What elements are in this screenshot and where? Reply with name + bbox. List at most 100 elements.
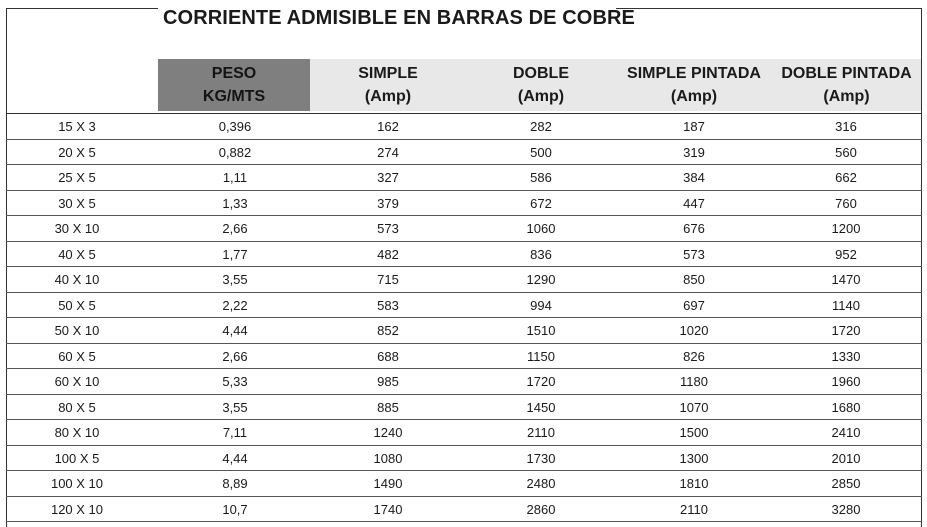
cell-size: 80 X 5 <box>58 399 96 415</box>
title-background <box>158 6 616 12</box>
header-peso-line1: PESO <box>211 65 257 82</box>
cell-peso: 3,55 <box>222 399 248 415</box>
cell-size: 100 X 5 <box>54 450 100 466</box>
table-row: 20 X 5 0,882 274 500 319 560 <box>6 140 922 165</box>
cell-simple-pintada: 187 <box>683 119 705 134</box>
header-simple-pintada-line2: (Amp) <box>670 88 718 105</box>
cell-simple: 715 <box>377 272 399 287</box>
cell-simple-pintada: 573 <box>683 246 705 262</box>
header-simple-pintada-line1: SIMPLE PINTADA <box>627 65 761 82</box>
table-row: 15 X 3 0,396 162 282 187 316 <box>6 114 922 140</box>
cell-size: 40 X 10 <box>54 272 100 287</box>
cell-doble: 1720 <box>526 374 556 389</box>
cell-size: 120 X 10 <box>50 501 104 517</box>
cell-doble: 1510 <box>526 323 556 338</box>
cell-size: 30 X 10 <box>54 221 100 236</box>
cell-doble-pintada: 1960 <box>831 374 861 389</box>
cell-doble-pintada: 3280 <box>831 501 861 517</box>
table-row: 50 X 5 2,22 583 994 697 1140 <box>6 293 922 318</box>
header-peso-line2: KG/MTS <box>202 88 266 105</box>
cell-doble-pintada: 1680 <box>831 399 861 415</box>
cell-doble: 836 <box>530 246 552 262</box>
cell-peso: 2,22 <box>222 297 248 313</box>
cell-doble: 672 <box>530 195 552 211</box>
cell-doble-pintada: 316 <box>835 119 857 134</box>
cell-peso: 0,882 <box>218 144 252 160</box>
table-row: 60 X 5 2,66 688 1150 826 1330 <box>6 344 922 369</box>
table-row: 30 X 5 1,33 379 672 447 760 <box>6 191 922 216</box>
cell-doble: 500 <box>530 144 552 160</box>
table-row: 100 X 10 8,89 1490 2480 1810 2850 <box>6 471 922 497</box>
cell-simple-pintada: 319 <box>683 144 705 160</box>
cell-peso: 4,44 <box>222 450 248 466</box>
cell-size: 50 X 5 <box>58 297 96 313</box>
cell-simple: 1080 <box>373 450 403 466</box>
cell-peso: 5,33 <box>222 374 248 389</box>
header-simple: SIMPLE (Amp) <box>312 59 464 111</box>
cell-simple-pintada: 1070 <box>679 399 709 415</box>
cell-size: 50 X 10 <box>54 323 100 338</box>
cell-doble-pintada: 1140 <box>832 297 860 313</box>
cell-simple: 852 <box>377 323 399 338</box>
cell-simple: 1240 <box>373 425 403 440</box>
cell-peso: 4,44 <box>222 323 248 338</box>
cell-doble-pintada: 760 <box>835 195 857 211</box>
cell-simple-pintada: 1500 <box>679 425 709 440</box>
table-row: 100 X 5 4,44 1080 1730 1300 2010 <box>6 446 922 471</box>
cell-size: 15 X 3 <box>58 119 96 134</box>
cell-simple-pintada: 384 <box>683 170 705 185</box>
table-row: 80 X 10 7,11 1240 2110 1500 2410 <box>6 420 922 446</box>
cell-doble: 282 <box>530 119 552 134</box>
cell-doble-pintada: 662 <box>835 170 857 185</box>
cell-doble-pintada: 560 <box>835 144 857 160</box>
cell-doble-pintada: 2410 <box>831 425 861 440</box>
header-doble-pintada-line2: (Amp) <box>823 88 870 105</box>
table-row: 25 X 5 1,11 327 586 384 662 <box>6 165 922 191</box>
cell-doble: 2110 <box>527 425 555 440</box>
cell-doble: 994 <box>530 297 552 313</box>
cell-simple: 1490 <box>373 476 403 491</box>
cell-simple-pintada: 1180 <box>680 374 708 389</box>
table-row: 120 X 10 10,7 1740 2860 2110 3280 <box>6 497 922 522</box>
cell-simple: 327 <box>377 170 399 185</box>
cell-doble-pintada: 952 <box>835 246 857 262</box>
cell-simple: 985 <box>377 374 399 389</box>
cell-simple-pintada: 676 <box>683 221 705 236</box>
table-row: 40 X 5 1,77 482 836 573 952 <box>6 242 922 267</box>
cell-doble: 586 <box>530 170 552 185</box>
cell-simple: 274 <box>377 144 399 160</box>
table-row: 80 X 5 3,55 885 1450 1070 1680 <box>6 395 922 420</box>
cell-doble: 1150 <box>527 348 555 364</box>
cell-peso: 7,11 <box>222 425 248 440</box>
cell-peso: 8,89 <box>222 476 248 491</box>
cell-doble: 1450 <box>526 399 556 415</box>
cell-peso: 2,66 <box>222 348 248 364</box>
header-doble: DOBLE (Amp) <box>464 59 618 111</box>
cell-doble: 1290 <box>526 272 556 287</box>
cell-simple: 162 <box>377 119 399 134</box>
cell-doble: 1060 <box>526 221 556 236</box>
header-doble-line2: (Amp) <box>517 88 565 105</box>
cell-simple: 1740 <box>373 501 403 517</box>
cell-simple: 379 <box>377 195 399 211</box>
cell-simple-pintada: 1810 <box>679 476 709 491</box>
cell-simple-pintada: 697 <box>683 297 705 313</box>
cell-size: 25 X 5 <box>58 170 96 185</box>
cell-doble-pintada: 1470 <box>831 272 861 287</box>
cell-peso: 0,396 <box>218 119 252 134</box>
table-row: 40 X 10 3,55 715 1290 850 1470 <box>6 267 922 293</box>
cell-size: 30 X 5 <box>58 195 96 211</box>
cell-size: 80 X 10 <box>54 425 100 440</box>
cell-size: 60 X 5 <box>58 348 96 364</box>
cell-peso: 10,7 <box>222 501 248 517</box>
cell-simple: 482 <box>377 246 399 262</box>
cell-doble-pintada: 2010 <box>831 450 861 466</box>
header-divider <box>6 113 922 114</box>
cell-peso: 1,33 <box>222 195 248 211</box>
cell-simple-pintada: 447 <box>683 195 705 211</box>
header-doble-line1: DOBLE <box>513 65 569 82</box>
page-title: CORRIENTE ADMISIBLE EN BARRAS DE COBRE <box>163 7 635 29</box>
cell-doble: 2480 <box>526 476 556 491</box>
table-row: 60 X 10 5,33 985 1720 1180 1960 <box>6 369 922 395</box>
cell-doble: 2860 <box>526 501 556 517</box>
